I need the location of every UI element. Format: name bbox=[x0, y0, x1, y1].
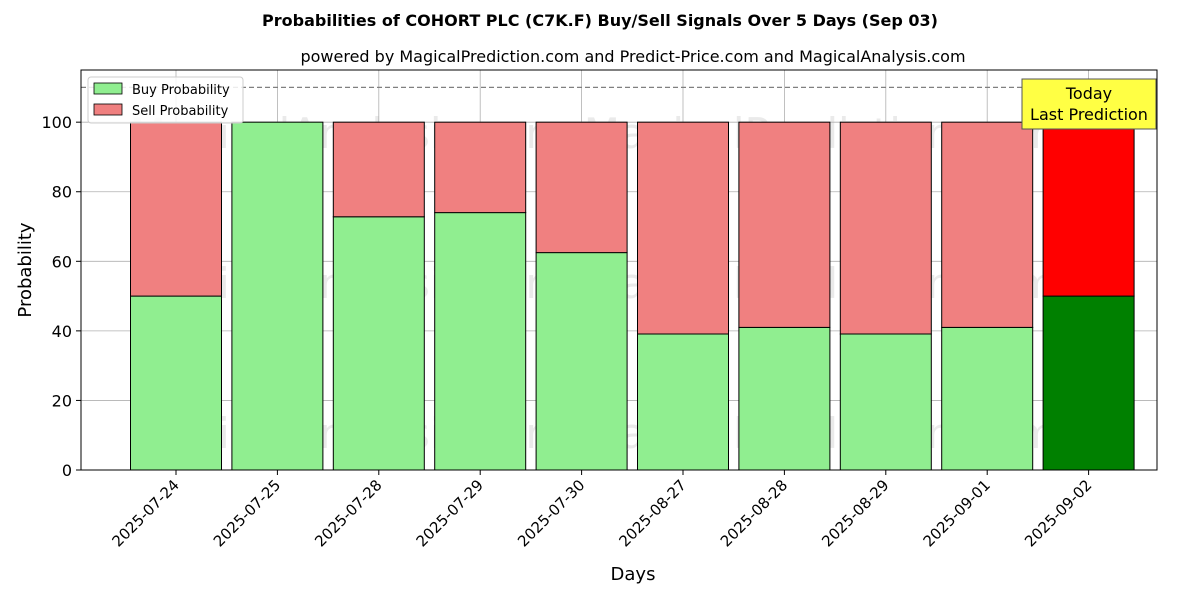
annotation-box bbox=[1021, 78, 1157, 130]
x-tick-label: 2025-07-25 bbox=[210, 476, 284, 550]
bar-sell bbox=[637, 121, 729, 335]
x-tick-label: 2025-09-01 bbox=[920, 476, 994, 550]
x-tick-label: 2025-07-29 bbox=[413, 476, 487, 550]
bar-buy bbox=[130, 295, 222, 471]
x-tick-label: 2025-07-30 bbox=[514, 476, 588, 550]
today-annotation: Today Last Prediction bbox=[1021, 78, 1157, 130]
bar-sell bbox=[738, 121, 831, 328]
bar-sell bbox=[941, 121, 1034, 328]
y-tick-label: 60 bbox=[52, 252, 72, 271]
y-tick-label: 20 bbox=[52, 391, 72, 410]
annotation-line1: Today bbox=[1065, 84, 1112, 103]
x-tick-label: 2025-08-28 bbox=[717, 476, 791, 550]
chart-title: Probabilities of COHORT PLC (C7K.F) Buy/… bbox=[262, 11, 938, 30]
bar-sell bbox=[130, 121, 222, 297]
bar-buy bbox=[434, 212, 527, 471]
plot-frame bbox=[80, 69, 1158, 471]
legend-box bbox=[87, 76, 244, 124]
bar-sell bbox=[839, 121, 932, 335]
bar-sell bbox=[434, 121, 527, 214]
y-tick-label: 80 bbox=[52, 183, 72, 202]
x-axis-label: Days bbox=[611, 564, 656, 585]
bar-buy bbox=[1042, 295, 1135, 471]
bar-buy bbox=[738, 326, 831, 471]
x-tick-label: 2025-08-29 bbox=[818, 476, 892, 550]
x-tick-label: 2025-09-02 bbox=[1021, 476, 1095, 550]
bar-sell bbox=[332, 121, 425, 218]
chart-subtitle: powered by MagicalPrediction.com and Pre… bbox=[300, 47, 965, 66]
bar-buy bbox=[535, 252, 628, 471]
y-tick-label: 40 bbox=[52, 322, 72, 341]
x-tick-label: 2025-07-28 bbox=[311, 476, 385, 550]
legend-swatch-sell bbox=[93, 103, 123, 116]
bar-sell bbox=[535, 121, 628, 254]
annotation-line2: Last Prediction bbox=[1030, 105, 1148, 124]
bar-buy bbox=[231, 121, 324, 471]
bar-layer bbox=[130, 121, 1135, 471]
legend-label-sell: Sell Probability bbox=[132, 104, 229, 119]
x-tick-label: 2025-07-24 bbox=[108, 476, 182, 550]
x-tick-label: 2025-08-27 bbox=[615, 476, 689, 550]
bar-buy bbox=[941, 326, 1034, 471]
bar-buy bbox=[637, 333, 729, 471]
legend: Buy Probability Sell Probability bbox=[87, 76, 244, 124]
y-tick-label: 0 bbox=[62, 461, 72, 480]
bar-sell bbox=[1042, 121, 1135, 297]
bar-buy bbox=[839, 333, 932, 471]
bar-buy bbox=[332, 216, 425, 471]
legend-label-buy: Buy Probability bbox=[132, 83, 230, 98]
legend-swatch-buy bbox=[93, 82, 123, 95]
y-tick-label: 100 bbox=[41, 113, 72, 132]
y-axis-label: Probability bbox=[15, 222, 36, 317]
